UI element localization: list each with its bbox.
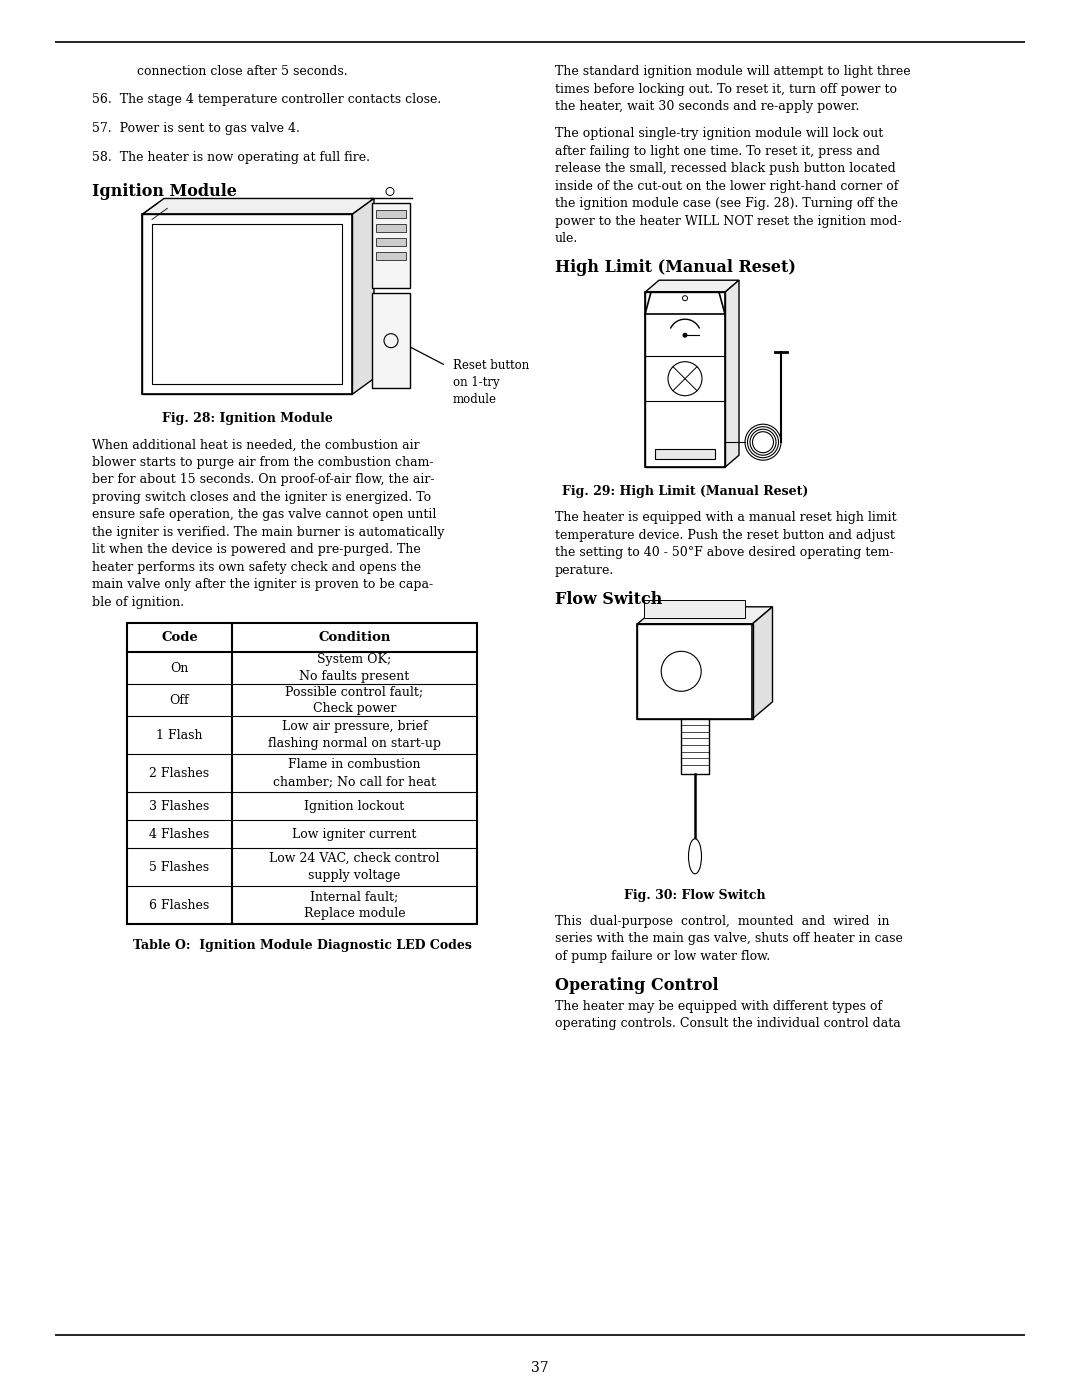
Text: ble of ignition.: ble of ignition.: [92, 597, 184, 609]
Text: 58.  The heater is now operating at full fire.: 58. The heater is now operating at full …: [92, 151, 370, 163]
Text: 37: 37: [531, 1361, 549, 1375]
Text: release the small, recessed black push button located: release the small, recessed black push b…: [555, 162, 895, 175]
Bar: [152, 225, 342, 384]
Text: Off: Off: [170, 693, 189, 707]
Polygon shape: [645, 292, 725, 467]
Text: Low igniter current: Low igniter current: [293, 827, 417, 841]
Text: 1 Flash: 1 Flash: [157, 729, 203, 742]
Polygon shape: [725, 281, 739, 467]
Bar: [127, 623, 477, 923]
Text: times before locking out. To reset it, turn off power to: times before locking out. To reset it, t…: [555, 82, 897, 95]
Text: heater performs its own safety check and opens the: heater performs its own safety check and…: [92, 562, 421, 574]
Text: The standard ignition module will attempt to light three: The standard ignition module will attemp…: [555, 66, 910, 78]
Text: Operating Control: Operating Control: [555, 977, 718, 993]
Text: 57.  Power is sent to gas valve 4.: 57. Power is sent to gas valve 4.: [92, 122, 300, 136]
Polygon shape: [141, 198, 374, 215]
Text: ber for about 15 seconds. On proof-of-air flow, the air-: ber for about 15 seconds. On proof-of-ai…: [92, 474, 434, 486]
Bar: [637, 624, 753, 719]
Text: Fig. 28: Ignition Module: Fig. 28: Ignition Module: [162, 412, 333, 426]
Text: System OK;
No faults present: System OK; No faults present: [299, 652, 409, 683]
Bar: [376, 225, 406, 232]
Polygon shape: [372, 293, 410, 388]
Text: after failing to light one time. To reset it, press and: after failing to light one time. To rese…: [555, 145, 880, 158]
Bar: [645, 599, 745, 617]
Text: inside of the cut-out on the lower right-hand corner of: inside of the cut-out on the lower right…: [555, 180, 899, 193]
Circle shape: [683, 332, 688, 338]
Polygon shape: [753, 606, 772, 719]
Text: main valve only after the igniter is proven to be capa-: main valve only after the igniter is pro…: [92, 578, 433, 591]
Bar: [654, 450, 715, 460]
Text: 4 Flashes: 4 Flashes: [149, 827, 210, 841]
Text: series with the main gas valve, shuts off heater in case: series with the main gas valve, shuts of…: [555, 932, 903, 946]
Text: High Limit (Manual Reset): High Limit (Manual Reset): [555, 260, 796, 277]
Text: perature.: perature.: [555, 564, 615, 577]
Text: Internal fault;
Replace module: Internal fault; Replace module: [303, 890, 405, 921]
Text: ule.: ule.: [555, 232, 578, 244]
Text: The heater is equipped with a manual reset high limit: The heater is equipped with a manual res…: [555, 511, 896, 524]
Polygon shape: [372, 204, 410, 288]
Text: proving switch closes and the igniter is energized. To: proving switch closes and the igniter is…: [92, 490, 431, 504]
Text: of pump failure or low water flow.: of pump failure or low water flow.: [555, 950, 770, 963]
Text: lit when the device is powered and pre-purged. The: lit when the device is powered and pre-p…: [92, 543, 421, 556]
Text: On: On: [171, 662, 189, 675]
Text: Condition: Condition: [319, 631, 391, 644]
Text: Low air pressure, brief
flashing normal on start-up: Low air pressure, brief flashing normal …: [268, 719, 441, 750]
Polygon shape: [352, 198, 374, 394]
Bar: [141, 215, 352, 394]
Bar: [376, 211, 406, 218]
Bar: [681, 719, 708, 774]
Text: Code: Code: [161, 631, 198, 644]
Bar: [376, 253, 406, 260]
Polygon shape: [141, 215, 352, 394]
Text: operating controls. Consult the individual control data: operating controls. Consult the individu…: [555, 1017, 901, 1030]
Polygon shape: [645, 281, 739, 292]
Text: Possible control fault;
Check power: Possible control fault; Check power: [285, 685, 423, 715]
Text: The heater may be equipped with different types of: The heater may be equipped with differen…: [555, 1000, 882, 1013]
Text: the setting to 40 - 50°F above desired operating tem-: the setting to 40 - 50°F above desired o…: [555, 546, 893, 559]
Text: connection close after 5 seconds.: connection close after 5 seconds.: [137, 66, 348, 78]
Text: This  dual-purpose  control,  mounted  and  wired  in: This dual-purpose control, mounted and w…: [555, 915, 890, 928]
Text: 5 Flashes: 5 Flashes: [149, 861, 210, 873]
Bar: [645, 292, 725, 467]
Text: Flame in combustion
chamber; No call for heat: Flame in combustion chamber; No call for…: [273, 759, 436, 788]
Text: temperature device. Push the reset button and adjust: temperature device. Push the reset butto…: [555, 528, 895, 542]
Text: Low 24 VAC, check control
supply voltage: Low 24 VAC, check control supply voltage: [269, 852, 440, 882]
Text: power to the heater WILL NOT reset the ignition mod-: power to the heater WILL NOT reset the i…: [555, 215, 902, 228]
Text: blower starts to purge air from the combustion cham-: blower starts to purge air from the comb…: [92, 455, 433, 469]
Text: the heater, wait 30 seconds and re-apply power.: the heater, wait 30 seconds and re-apply…: [555, 101, 860, 113]
Text: 2 Flashes: 2 Flashes: [149, 767, 210, 780]
Text: 6 Flashes: 6 Flashes: [149, 898, 210, 912]
Text: 56.  The stage 4 temperature controller contacts close.: 56. The stage 4 temperature controller c…: [92, 94, 442, 106]
Text: Ignition Module: Ignition Module: [92, 183, 237, 200]
Text: Fig. 29: High Limit (Manual Reset): Fig. 29: High Limit (Manual Reset): [562, 485, 808, 499]
Text: Ignition lockout: Ignition lockout: [305, 799, 405, 813]
Text: The optional single-try ignition module will lock out: The optional single-try ignition module …: [555, 127, 883, 140]
Ellipse shape: [689, 838, 702, 873]
Text: Table O:  Ignition Module Diagnostic LED Codes: Table O: Ignition Module Diagnostic LED …: [133, 939, 472, 953]
Text: the igniter is verified. The main burner is automatically: the igniter is verified. The main burner…: [92, 527, 445, 539]
Text: Flow Switch: Flow Switch: [555, 591, 662, 608]
Text: ensure safe operation, the gas valve cannot open until: ensure safe operation, the gas valve can…: [92, 509, 436, 521]
Text: When additional heat is needed, the combustion air: When additional heat is needed, the comb…: [92, 439, 420, 451]
Polygon shape: [637, 606, 772, 624]
Text: the ignition module case (see Fig. 28). Turning off the: the ignition module case (see Fig. 28). …: [555, 197, 897, 210]
Bar: [376, 239, 406, 246]
Polygon shape: [637, 624, 753, 719]
Text: Fig. 30: Flow Switch: Fig. 30: Flow Switch: [624, 888, 766, 902]
Text: 3 Flashes: 3 Flashes: [149, 799, 210, 813]
Text: Reset button
on 1-try
module: Reset button on 1-try module: [453, 359, 529, 405]
